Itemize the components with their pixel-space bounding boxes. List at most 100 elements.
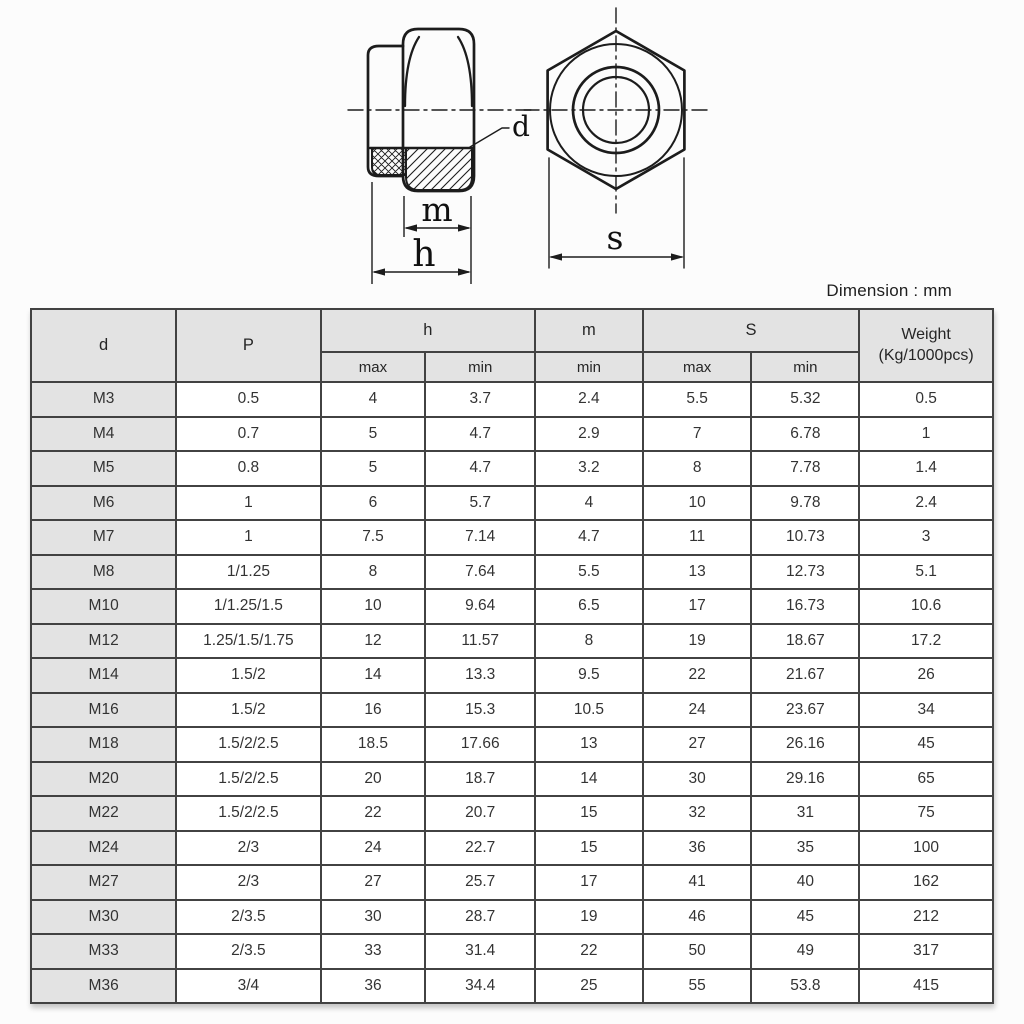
row-size-label: M24 (29, 829, 178, 866)
table-cell: 30 (319, 898, 427, 935)
table-cell: 15 (534, 829, 644, 866)
table-cell: 2/3.5 (175, 898, 322, 935)
table-cell: 8 (319, 553, 427, 590)
table-cell: 15.3 (424, 691, 537, 728)
table-cell: 6.5 (534, 588, 644, 625)
table-cell: 30 (641, 760, 753, 797)
table-cell: 20.7 (424, 795, 537, 832)
s-arrow-right (671, 253, 684, 261)
table-cell: 27 (641, 726, 753, 763)
table-cell: 31 (750, 795, 861, 832)
table-cell: 16 (319, 691, 427, 728)
nylon-insert-section (371, 147, 407, 176)
table-cell: 7.78 (750, 450, 861, 487)
table-row: M33 2/3.5 33 31.4 22 50 49 317 (29, 933, 994, 970)
row-size-label: M30 (29, 898, 178, 935)
table-row: M36 3/4 36 34.4 25 55 53.8 415 (29, 967, 994, 1004)
table-cell: 49 (750, 933, 861, 970)
table-row: M8 1/1.25 8 7.64 5.5 13 12.73 5.1 (29, 553, 994, 590)
table-row: M5 0.8 5 4.7 3.2 8 7.78 1.4 (29, 450, 994, 487)
table-cell: 6.78 (750, 415, 861, 452)
table-cell: 1 (175, 519, 322, 556)
label-m: m (421, 190, 452, 229)
table-row: M12 1.25/1.5/1.75 12 11.57 8 19 18.67 17.2 (29, 622, 994, 659)
subheader-h-max: max (319, 351, 427, 383)
table-cell: 0.5 (858, 381, 994, 418)
row-size-label: M5 (29, 450, 178, 487)
table-cell: 7.5 (319, 519, 427, 556)
table-cell: 17 (641, 588, 753, 625)
row-size-label: M18 (29, 726, 178, 763)
table-cell: 17 (534, 864, 644, 901)
table-cell: 24 (319, 829, 427, 866)
table-cell: 1/1.25 (175, 553, 322, 590)
table-row: M10 1/1.25/1.5 10 9.64 6.5 17 16.73 10.6 (29, 588, 994, 625)
dimension-h (371, 182, 471, 284)
row-size-label: M3 (29, 381, 178, 418)
table-cell: 9.5 (534, 657, 644, 694)
table-cell: 2.4 (534, 381, 644, 418)
label-d: d (512, 110, 530, 143)
row-size-label: M33 (29, 933, 178, 970)
table-cell: 33 (319, 933, 427, 970)
facet-curve-right (456, 35, 474, 108)
table-cell: 23.67 (750, 691, 861, 728)
table-cell: 2.9 (534, 415, 644, 452)
table-cell: 36 (641, 829, 753, 866)
table-cell: 10.6 (858, 588, 994, 625)
table-cell: 16.73 (750, 588, 861, 625)
table-cell: 45 (750, 898, 861, 935)
spec-table: d P h m S Weight (Kg/1000pcs) max min mi… (29, 308, 994, 1004)
table-cell: 3 (858, 519, 994, 556)
col-header-p: P (175, 308, 322, 383)
table-cell: 2/3 (175, 864, 322, 901)
col-header-weight: Weight (Kg/1000pcs) (858, 308, 994, 383)
table-cell: 21.67 (750, 657, 861, 694)
table-cell: 5.7 (424, 484, 537, 521)
row-size-label: M36 (29, 967, 178, 1004)
table-row: M6 1 6 5.7 4 10 9.78 2.4 (29, 484, 994, 521)
table-row: M18 1.5/2/2.5 18.5 17.66 13 27 26.16 45 (29, 726, 994, 763)
table-cell: 18.67 (750, 622, 861, 659)
table-cell: 24 (641, 691, 753, 728)
table-cell: 19 (534, 898, 644, 935)
table-cell: 100 (858, 829, 994, 866)
table-cell: 3.2 (534, 450, 644, 487)
table-cell: 20 (319, 760, 427, 797)
table-cell: 162 (858, 864, 994, 901)
table-cell: 53.8 (750, 967, 861, 1004)
table-cell: 212 (858, 898, 994, 935)
table-cell: 34 (858, 691, 994, 728)
table-row: M4 0.7 5 4.7 2.9 7 6.78 1 (29, 415, 994, 452)
table-cell: 12 (319, 622, 427, 659)
row-size-label: M14 (29, 657, 178, 694)
row-size-label: M6 (29, 484, 178, 521)
subheader-s-min: min (750, 351, 861, 383)
label-s: s (607, 218, 624, 257)
metal-body-section (405, 147, 473, 191)
bore-circle (581, 75, 651, 145)
table-cell: 4.7 (534, 519, 644, 556)
col-header-m: m (534, 308, 644, 353)
table-cell: 2/3 (175, 829, 322, 866)
table-cell: 1.5/2/2.5 (175, 726, 322, 763)
front-hex-view (523, 7, 709, 269)
table-cell: 19 (641, 622, 753, 659)
table-cell: 10.5 (534, 691, 644, 728)
table-cell: 14 (319, 657, 427, 694)
table-cell: 11.57 (424, 622, 537, 659)
table-cell: 35 (750, 829, 861, 866)
table-row: M27 2/3 27 25.7 17 41 40 162 (29, 864, 994, 901)
table-cell: 1.5/2 (175, 691, 322, 728)
table-cell: 14 (534, 760, 644, 797)
table-cell: 3/4 (175, 967, 322, 1004)
table-cell: 4.7 (424, 450, 537, 487)
table-row: M22 1.5/2/2.5 22 20.7 15 32 31 75 (29, 795, 994, 832)
table-cell: 5.32 (750, 381, 861, 418)
table-cell: 10.73 (750, 519, 861, 556)
row-size-label: M7 (29, 519, 178, 556)
table-cell: 5.1 (858, 553, 994, 590)
table-cell: 50 (641, 933, 753, 970)
subheader-s-max: max (641, 351, 753, 383)
